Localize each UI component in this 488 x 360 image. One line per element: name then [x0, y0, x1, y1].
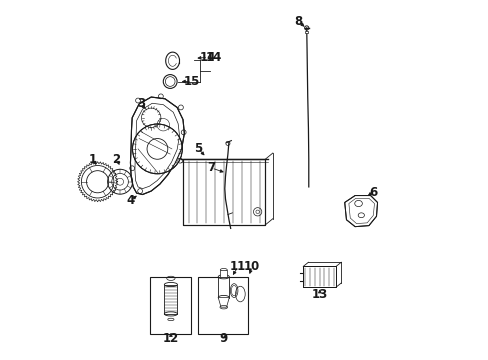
- Polygon shape: [303, 266, 335, 287]
- Text: 4: 4: [126, 194, 134, 207]
- Text: 15: 15: [183, 75, 200, 88]
- Text: 10: 10: [244, 260, 260, 273]
- Bar: [218, 277, 229, 297]
- Bar: [220, 270, 227, 278]
- Polygon shape: [183, 159, 264, 225]
- Text: 9: 9: [219, 332, 227, 345]
- Text: 7: 7: [207, 161, 215, 174]
- Polygon shape: [130, 97, 184, 194]
- Text: 2: 2: [112, 153, 121, 166]
- Text: 12: 12: [163, 332, 179, 345]
- Polygon shape: [218, 297, 229, 307]
- Text: 8: 8: [293, 14, 302, 27]
- Text: 3: 3: [137, 98, 144, 111]
- Text: 14: 14: [200, 51, 216, 64]
- Text: 14: 14: [205, 51, 222, 64]
- Circle shape: [132, 124, 182, 174]
- Text: 13: 13: [311, 288, 327, 301]
- Text: 11: 11: [230, 260, 246, 273]
- Text: 5: 5: [194, 143, 202, 156]
- Bar: [150, 277, 191, 334]
- Text: 1: 1: [89, 153, 97, 166]
- Polygon shape: [344, 195, 377, 227]
- Bar: [305, 31, 307, 33]
- Text: 6: 6: [368, 186, 376, 199]
- Bar: [198, 277, 247, 334]
- Bar: [164, 284, 177, 314]
